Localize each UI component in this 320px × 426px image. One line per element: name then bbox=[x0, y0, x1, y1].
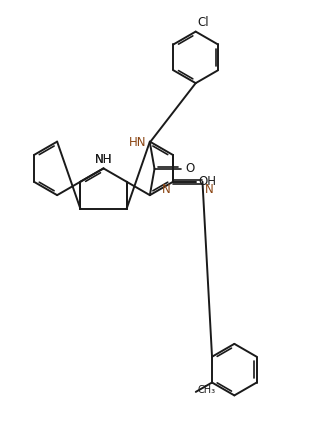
Text: HN: HN bbox=[128, 136, 146, 149]
Text: Cl: Cl bbox=[198, 16, 209, 29]
Text: NH: NH bbox=[95, 153, 112, 167]
Text: N: N bbox=[162, 183, 171, 196]
Text: CH₃: CH₃ bbox=[198, 385, 216, 395]
Text: O: O bbox=[185, 162, 195, 175]
Text: N: N bbox=[204, 183, 213, 196]
Text: OH: OH bbox=[199, 175, 217, 188]
Text: NH: NH bbox=[95, 153, 112, 167]
